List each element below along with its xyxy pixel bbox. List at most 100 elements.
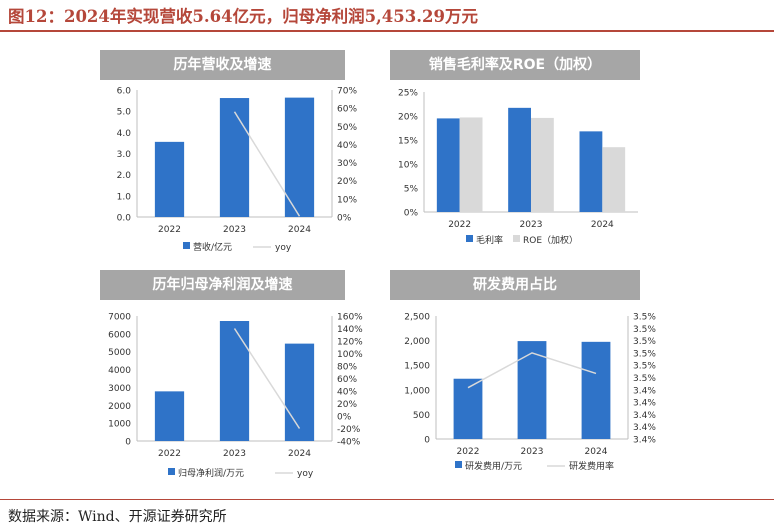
y-tick-label: 6000 xyxy=(108,330,131,340)
legend-label: 营收/亿元 xyxy=(193,241,232,253)
bar xyxy=(284,343,315,441)
y-tick-label: 0 xyxy=(424,436,430,446)
x-tick-label: 2024 xyxy=(585,447,608,457)
x-tick-label: 2024 xyxy=(288,449,311,459)
source-rule xyxy=(0,499,774,500)
legend-label: yoy xyxy=(297,469,314,479)
bar xyxy=(284,97,315,217)
title-rule xyxy=(0,30,774,32)
bar xyxy=(531,117,554,212)
y2-tick-label: 40% xyxy=(337,388,357,398)
y-tick-label: 5% xyxy=(404,185,419,195)
y-tick-label: 5.0 xyxy=(117,108,132,118)
line-series xyxy=(233,111,301,217)
y2-tick-label: 10% xyxy=(337,195,357,205)
bar xyxy=(436,118,460,212)
line-series xyxy=(467,352,597,389)
y-tick-label: 2,500 xyxy=(404,313,430,323)
bar xyxy=(602,147,626,212)
y2-tick-label: 160% xyxy=(337,313,363,323)
panel-header-revenue: 历年营收及增速 xyxy=(100,50,345,80)
x-tick-label: 2023 xyxy=(520,220,543,230)
legend-swatch xyxy=(466,235,473,242)
y-tick-label: 1.0 xyxy=(117,192,132,202)
panel-header-net-profit: 历年归母净利润及增速 xyxy=(100,270,345,300)
y2-tick-label: 3.5% xyxy=(633,325,656,335)
y-tick-label: 1,500 xyxy=(404,362,430,372)
x-tick-label: 2022 xyxy=(448,220,471,230)
x-tick-label: 2023 xyxy=(223,449,246,459)
y-tick-label: 1000 xyxy=(108,420,131,430)
y-tick-label: 6.0 xyxy=(117,87,132,97)
y-tick-label: 25% xyxy=(398,89,418,99)
y2-tick-label: 0% xyxy=(337,413,352,423)
panel-header-rd-expense: 研发费用占比 xyxy=(390,270,640,300)
legend-swatch xyxy=(513,235,520,242)
legend-swatch xyxy=(183,242,190,249)
y2-tick-label: 3.5% xyxy=(633,362,656,372)
bar xyxy=(453,378,483,439)
legend-label: 研发费用率 xyxy=(569,460,614,472)
x-tick-label: 2022 xyxy=(158,225,181,235)
y2-tick-label: 20% xyxy=(337,177,357,187)
y-tick-label: 2000 xyxy=(108,402,131,412)
y2-tick-label: 70% xyxy=(337,87,357,97)
y2-tick-label: 0% xyxy=(337,214,352,224)
y2-tick-label: 20% xyxy=(337,400,357,410)
y-tick-label: 0.0 xyxy=(117,214,132,224)
y-tick-label: 2.0 xyxy=(117,171,132,181)
y-tick-label: 0 xyxy=(125,438,131,448)
y-tick-label: 1,000 xyxy=(404,386,430,396)
bar xyxy=(219,321,250,441)
bar xyxy=(219,98,250,217)
legend-label: 毛利率 xyxy=(476,234,503,246)
legend-label: yoy xyxy=(275,243,292,253)
y2-tick-label: 3.4% xyxy=(633,399,656,409)
y-tick-label: 20% xyxy=(398,113,418,123)
y2-tick-label: 3.5% xyxy=(633,337,656,347)
y-tick-label: 4.0 xyxy=(117,129,132,139)
figure-title: 图12：2024年实现营收5.64亿元，归母净利润5,453.29万元 xyxy=(8,7,478,26)
x-tick-label: 2023 xyxy=(223,225,246,235)
y2-tick-label: 3.5% xyxy=(633,374,656,384)
y2-tick-label: 140% xyxy=(337,325,363,335)
y2-tick-label: 80% xyxy=(337,363,357,373)
legend-label: 归母净利润/万元 xyxy=(178,467,244,479)
y2-tick-label: 3.5% xyxy=(633,349,656,359)
bar xyxy=(508,107,531,212)
y-tick-label: 10% xyxy=(398,161,418,171)
y2-tick-label: 60% xyxy=(337,375,357,385)
x-tick-label: 2024 xyxy=(288,225,311,235)
y2-tick-label: 3.5% xyxy=(633,313,656,323)
y2-tick-label: 120% xyxy=(337,338,363,348)
y2-tick-label: 30% xyxy=(337,159,357,169)
x-tick-label: 2022 xyxy=(158,449,181,459)
y2-tick-label: 3.4% xyxy=(633,436,656,446)
legend-label: ROE（加权） xyxy=(523,234,578,246)
x-tick-label: 2022 xyxy=(457,447,480,457)
legend-swatch xyxy=(455,461,462,468)
legend-label: 研发费用/万元 xyxy=(465,460,522,472)
y2-tick-label: 3.4% xyxy=(633,423,656,433)
y-tick-label: 2,000 xyxy=(404,337,430,347)
y-tick-label: 3.0 xyxy=(117,150,132,160)
y2-tick-label: -40% xyxy=(337,438,361,448)
y2-tick-label: 40% xyxy=(337,141,357,151)
bar xyxy=(154,141,185,217)
line-series xyxy=(233,328,301,429)
y-tick-label: 5000 xyxy=(108,348,131,358)
source-note: 数据来源：Wind、开源证券研究所 xyxy=(8,509,227,525)
y-tick-label: 7000 xyxy=(108,313,131,323)
bar xyxy=(579,131,603,212)
y2-tick-label: 3.4% xyxy=(633,411,656,421)
bar xyxy=(154,391,185,441)
x-tick-label: 2023 xyxy=(521,447,544,457)
y-tick-label: 3000 xyxy=(108,384,131,394)
y2-tick-label: 3.4% xyxy=(633,386,656,396)
panel-header-margin-roe: 销售毛利率及ROE（加权） xyxy=(390,50,640,80)
y-tick-label: 4000 xyxy=(108,366,131,376)
y2-tick-label: -20% xyxy=(337,425,361,435)
y2-tick-label: 60% xyxy=(337,105,357,115)
y2-tick-label: 50% xyxy=(337,123,357,133)
